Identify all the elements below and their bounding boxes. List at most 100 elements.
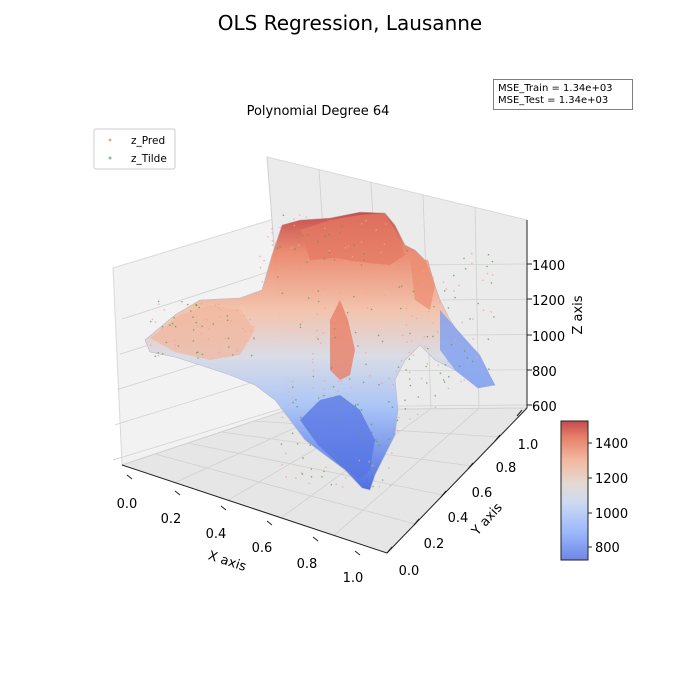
scatter-point <box>337 390 339 393</box>
scatter-point <box>405 324 408 326</box>
scatter-point <box>396 430 399 432</box>
scatter-point <box>351 255 354 258</box>
scatter-point <box>360 409 363 411</box>
scatter-point <box>296 405 299 408</box>
y-tick-labels: 0.0 0.2 0.4 0.6 0.8 1.0 <box>386 409 538 579</box>
scatter-point <box>433 305 435 308</box>
scatter-point <box>372 464 374 467</box>
scatter-point <box>426 382 428 384</box>
scatter-point <box>461 321 464 324</box>
scatter-point <box>364 352 367 354</box>
scatter-point <box>437 364 440 367</box>
scatter-point <box>321 476 323 478</box>
scatter-point <box>244 330 246 333</box>
scatter-point <box>231 354 234 356</box>
scatter-point <box>282 214 285 217</box>
scatter-point <box>302 234 305 237</box>
scatter-point <box>369 274 372 277</box>
scatter-point <box>383 294 386 297</box>
scatter-point <box>295 266 297 269</box>
scatter-point <box>487 338 490 341</box>
floor-grid-x-0 <box>121 409 288 466</box>
colorbar-gradient <box>560 420 589 561</box>
scatter-point <box>312 375 315 378</box>
scatter-point <box>383 243 386 246</box>
scatter-point <box>157 300 160 303</box>
scatter-point <box>375 439 377 441</box>
scatter-point <box>392 264 394 267</box>
scatter-point <box>464 267 467 270</box>
scatter-point <box>453 274 455 277</box>
scatter-point <box>439 372 442 375</box>
scatter-point <box>353 295 355 298</box>
scatter-point <box>310 476 313 478</box>
scatter-point <box>406 341 408 343</box>
scatter-point <box>404 408 407 410</box>
surface-peak-center <box>330 300 355 380</box>
scatter-point <box>398 286 401 288</box>
scatter-point <box>277 276 279 278</box>
scatter-point <box>310 468 313 470</box>
scatter-point <box>426 335 429 338</box>
scatter-point <box>354 405 357 407</box>
scatter-point <box>370 308 373 311</box>
scatter-point <box>386 265 388 267</box>
axis-lines <box>121 220 528 554</box>
scatter-point <box>271 228 273 230</box>
scatter-point <box>354 404 357 406</box>
scatter-point <box>432 276 435 279</box>
scatter-point <box>154 321 157 323</box>
scatter-point <box>311 361 314 364</box>
scatter-point <box>447 387 450 390</box>
scatter-point <box>409 384 412 387</box>
scatter-point <box>323 394 325 397</box>
scatter-point <box>447 307 450 309</box>
legend-marker-z-tilde <box>108 156 112 160</box>
scatter-point <box>250 354 253 357</box>
scatter-point <box>482 279 484 282</box>
scatter-point <box>186 303 189 306</box>
scatter-point <box>370 423 373 426</box>
scatter-point <box>160 327 163 330</box>
scatter-point <box>300 472 303 474</box>
scatter-point <box>291 386 294 388</box>
scatter-point <box>330 367 333 369</box>
scatter-point <box>314 401 317 404</box>
scatter-point <box>201 325 203 328</box>
scatter-point <box>226 319 229 322</box>
scatter-point <box>200 303 203 305</box>
mse-train-text: MSE_Train = 1.34e+03 <box>498 83 613 94</box>
x-tick-3: 0.6 <box>252 541 273 556</box>
scatter-point <box>408 378 411 380</box>
scatter-point <box>298 214 301 216</box>
z-tick-0: 600 <box>532 400 557 415</box>
scatter-point <box>173 339 176 342</box>
scatter-point <box>315 329 318 332</box>
scatter-point <box>335 396 337 398</box>
scatter-point <box>463 379 466 381</box>
scatter-point <box>444 350 447 353</box>
scatter-point <box>469 318 471 320</box>
scatter-point <box>472 338 475 340</box>
scatter-point <box>275 242 277 244</box>
scatter-point <box>412 290 415 293</box>
scatter-point <box>157 303 160 305</box>
x-axis-line <box>121 464 388 554</box>
x-tick-1: 0.2 <box>161 512 182 527</box>
scatter-point <box>371 431 373 434</box>
scatter-point <box>427 347 429 350</box>
scatter-point <box>375 229 378 231</box>
scatter-point <box>336 419 339 422</box>
scatter-point <box>190 310 192 312</box>
scatter-point <box>324 235 326 238</box>
scatter-point <box>299 416 302 419</box>
scatter-point <box>385 223 387 225</box>
scatter-points <box>149 214 495 488</box>
scatter-point <box>393 266 396 268</box>
scatter-point <box>253 337 255 339</box>
scatter-point <box>337 380 339 382</box>
scatter-point <box>353 244 355 247</box>
scatter-point <box>362 381 365 384</box>
scatter-point <box>308 482 311 485</box>
scatter-point <box>267 236 269 238</box>
